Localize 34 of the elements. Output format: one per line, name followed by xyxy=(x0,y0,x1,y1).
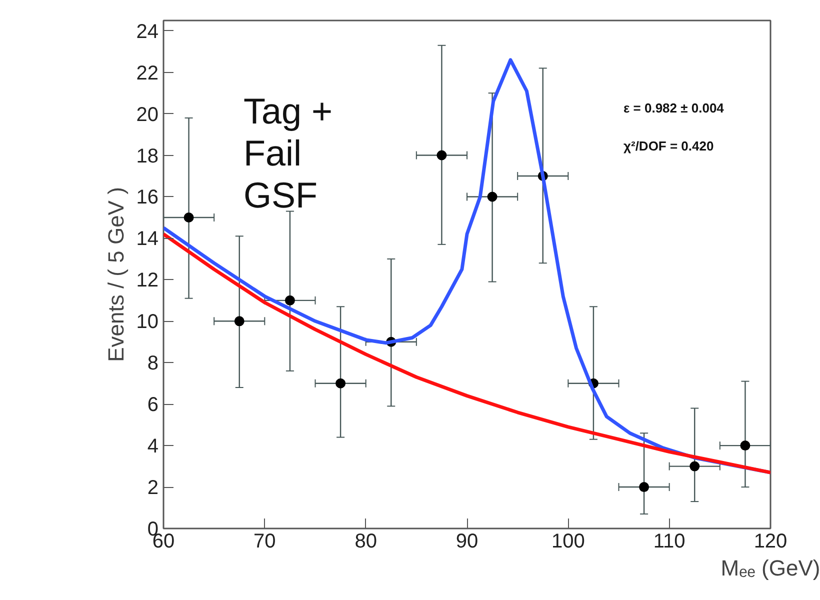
y-tick-label: 22 xyxy=(136,62,159,84)
y-axis-title: Events / ( 5 GeV ) xyxy=(103,187,128,362)
y-tick-label: 2 xyxy=(147,477,158,500)
x-tick-label: 110 xyxy=(653,530,686,552)
annotation: Tag + Fail GSF xyxy=(244,90,333,216)
point xyxy=(234,316,244,326)
y-tick-label: 10 xyxy=(136,311,159,334)
x-tick-label: 120 xyxy=(754,530,788,552)
annotation: χ²/DOF = 0.420 xyxy=(624,138,714,154)
point xyxy=(740,440,750,451)
x-axis-title: Mₑₑ (GeV) xyxy=(720,556,820,580)
point xyxy=(690,461,700,472)
point xyxy=(184,212,194,222)
point xyxy=(284,295,295,306)
point xyxy=(336,378,346,388)
y-tick-label: 24 xyxy=(136,20,159,43)
point xyxy=(487,192,498,202)
x-tick-label: 100 xyxy=(551,530,585,552)
x-tick-label: 90 xyxy=(456,530,478,552)
point xyxy=(436,150,447,160)
y-tick-label: 12 xyxy=(136,270,159,292)
x-tick-label: 70 xyxy=(254,530,276,552)
line-series xyxy=(164,58,770,474)
line-series xyxy=(164,232,770,474)
y-tick-label: 14 xyxy=(136,228,159,250)
y-tick-label: 16 xyxy=(136,186,159,209)
point xyxy=(639,482,650,492)
y-tick-label: 18 xyxy=(136,145,159,168)
y-tick-label: 20 xyxy=(136,104,159,126)
annotation: ε = 0.982 ± 0.004 xyxy=(624,100,725,116)
y-tick-label: 8 xyxy=(147,352,158,375)
y-tick-label: 6 xyxy=(147,394,158,416)
x-tick-label: 80 xyxy=(354,530,377,552)
y-tick-label: 4 xyxy=(147,436,158,458)
